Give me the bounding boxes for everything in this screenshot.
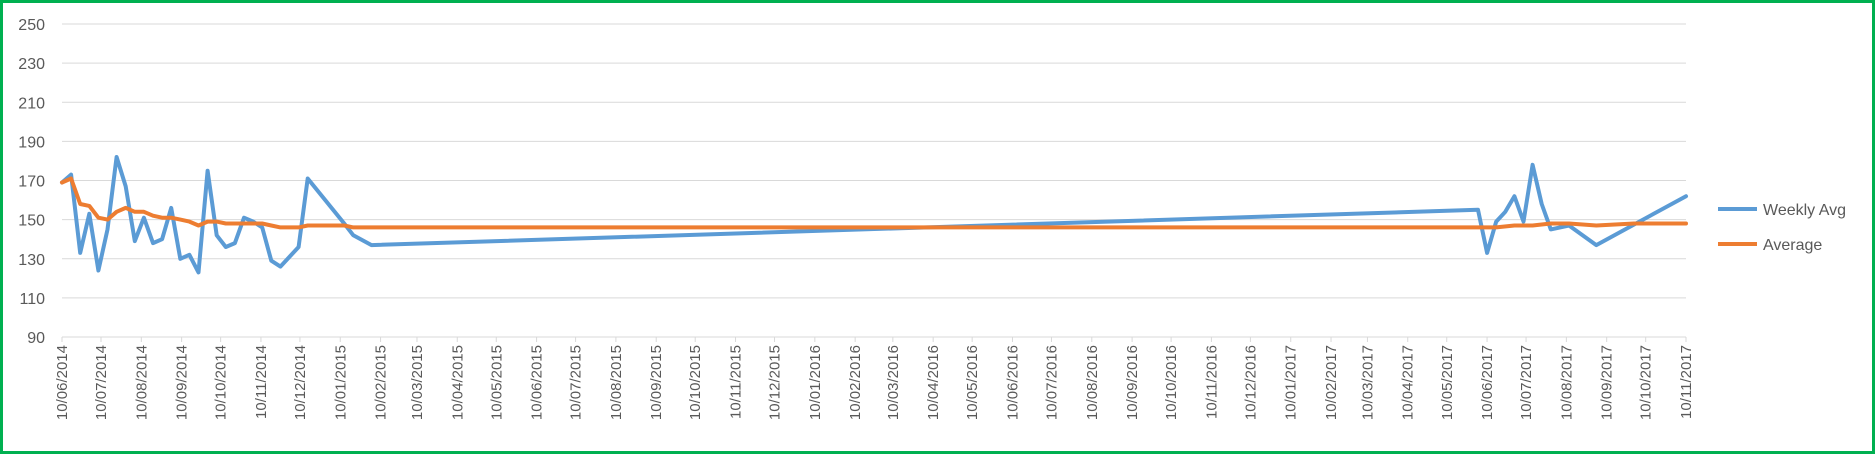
- x-tick-label: 10/05/2016: [964, 345, 981, 420]
- x-tick-label: 10/05/2017: [1439, 345, 1456, 420]
- x-tick-label: 10/11/2017: [1678, 345, 1695, 419]
- x-tick-label: 10/08/2017: [1558, 345, 1575, 420]
- x-tick-label: 10/06/2017: [1479, 345, 1496, 420]
- x-tick-label: 10/03/2016: [885, 345, 902, 420]
- x-tick-label: 10/04/2017: [1400, 345, 1417, 420]
- x-tick-label: 10/01/2017: [1283, 345, 1300, 420]
- y-tick-label: 90: [27, 330, 45, 347]
- y-tick-label: 210: [18, 95, 45, 112]
- y-tick-label: 250: [18, 17, 45, 34]
- y-tick-label: 150: [18, 213, 45, 230]
- x-tick-label: 10/12/2014: [292, 345, 309, 420]
- x-tick-label: 10/11/2014: [253, 345, 270, 419]
- legend-label: Average: [1763, 237, 1822, 254]
- x-tick-label: 10/11/2016: [1203, 345, 1220, 419]
- y-tick-label: 190: [18, 134, 45, 151]
- y-tick-label: 230: [18, 56, 45, 73]
- x-tick-label: 10/06/2015: [529, 345, 546, 420]
- legend-label: Weekly Avg: [1763, 202, 1846, 219]
- x-tick-label: 10/09/2015: [648, 345, 665, 420]
- x-tick-label: 10/10/2017: [1638, 345, 1655, 420]
- x-tick-label: 10/08/2015: [608, 345, 625, 420]
- x-tick-label: 10/08/2016: [1084, 345, 1101, 420]
- y-tick-label: 130: [18, 252, 45, 269]
- y-tick-label: 170: [18, 174, 45, 191]
- x-tick-label: 10/03/2015: [409, 345, 426, 420]
- x-axis-ticks: 10/06/2014 10/07/2014 10/08/2014 10/09/2014…: [54, 337, 1695, 420]
- x-tick-label: 10/12/2016: [1242, 345, 1259, 420]
- series-lines: [60, 155, 1688, 275]
- x-tick-label: 10/02/2017: [1323, 345, 1340, 420]
- x-tick-label: 10/01/2015: [332, 345, 349, 420]
- x-tick-label: 10/07/2014: [93, 345, 110, 420]
- x-tick-label: 10/10/2014: [213, 345, 230, 420]
- gridlines: [62, 23, 1686, 338]
- y-tick-label: 110: [19, 291, 45, 308]
- average-line: [60, 176, 1688, 230]
- x-tick-label: 10/09/2016: [1124, 345, 1141, 420]
- x-tick-label: 10/04/2015: [449, 345, 466, 420]
- x-tick-label: 10/07/2016: [1043, 345, 1060, 420]
- x-tick-label: 10/12/2015: [767, 345, 784, 420]
- x-tick-label: 10/07/2015: [568, 345, 585, 420]
- x-tick-label: 10/07/2017: [1518, 345, 1535, 420]
- x-tick-label: 10/06/2014: [54, 345, 71, 420]
- x-tick-label: 10/06/2016: [1004, 345, 1021, 420]
- x-tick-label: 10/10/2016: [1163, 345, 1180, 420]
- x-tick-label: 10/09/2017: [1599, 345, 1616, 420]
- x-tick-label: 10/04/2016: [925, 345, 942, 420]
- x-tick-label: 10/02/2016: [847, 345, 864, 420]
- y-axis-ticks: 90 110 130 150 170 190 210 230 250: [18, 17, 45, 347]
- x-tick-label: 10/02/2015: [373, 345, 390, 420]
- x-tick-label: 10/09/2014: [174, 345, 191, 420]
- weekly-avg-line: [60, 155, 1688, 275]
- x-tick-label: 10/11/2015: [728, 345, 745, 419]
- x-tick-label: 10/10/2015: [687, 345, 704, 420]
- x-tick-label: 10/01/2016: [807, 345, 824, 420]
- legend: Weekly Avg Average: [1718, 202, 1846, 254]
- x-tick-label: 10/05/2015: [488, 345, 505, 420]
- x-tick-label: 10/08/2014: [133, 345, 150, 420]
- x-tick-label: 10/03/2017: [1359, 345, 1376, 420]
